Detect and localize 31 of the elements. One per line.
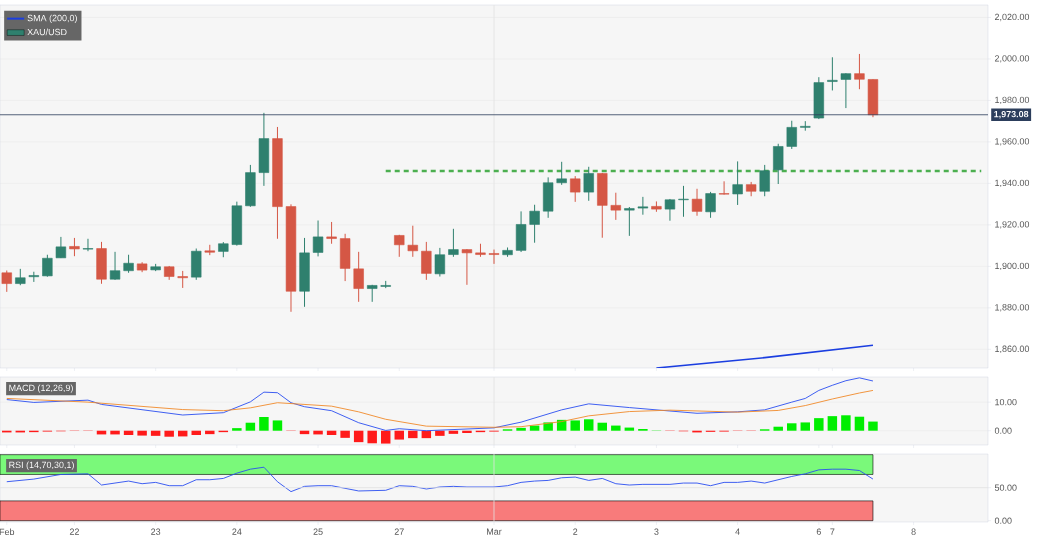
y-tick-label: 2,000.00 — [994, 55, 1030, 63]
x-tick-label: 4 — [735, 528, 740, 535]
x-tick-label: 24 — [232, 528, 242, 535]
x-tick-label: 23 — [151, 528, 161, 535]
x-tick-label: 7 — [830, 528, 835, 535]
y-tick-label: 0.00 — [994, 517, 1012, 524]
x-tick-label: Mar — [487, 528, 502, 535]
y-tick-label: 1,920.00 — [995, 221, 1030, 229]
legend-label: XAU/USD — [27, 28, 67, 36]
y-tick-label: 0.00 — [994, 427, 1012, 434]
ref-line-label: 1,973.08 — [994, 110, 1029, 119]
y-tick-label: 1,860.00 — [995, 345, 1030, 354]
x-tick-label: 3 — [654, 528, 659, 535]
y-tick-label: 50.00 — [994, 484, 1017, 491]
x-tick-label: 27 — [394, 528, 404, 535]
text: RSI (14,70,30,1) — [9, 461, 74, 470]
x-tick-label: 25 — [313, 528, 323, 535]
x-tick-label: 2 — [573, 528, 578, 535]
y-tick-label: 1,960.00 — [995, 138, 1030, 146]
x-tick-label: 8 — [911, 528, 916, 535]
x-tick-label: Feb — [0, 528, 15, 536]
y-tick-label: 1,880.00 — [995, 304, 1030, 312]
y-tick-label: 1,940.00 — [995, 179, 1030, 188]
y-tick-label: 1,980.00 — [995, 96, 1030, 105]
text: MACD (12,26,9) — [9, 384, 73, 393]
x-tick-label: 6 — [816, 528, 821, 535]
y-tick-label: 2,020.00 — [994, 13, 1030, 22]
legend-label: SMA (200,0) — [27, 14, 77, 23]
y-tick-label: 1,900.00 — [995, 262, 1030, 271]
x-tick-label: 22 — [69, 528, 79, 535]
y-tick-label: 10.00 — [995, 398, 1017, 406]
